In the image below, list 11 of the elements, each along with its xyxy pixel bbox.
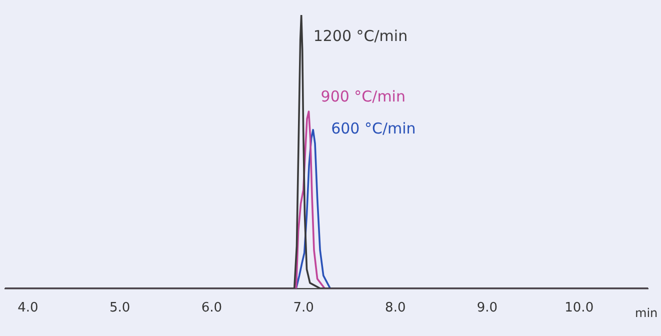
x-tick-label: 6.0 [201,300,222,316]
series-label: 1200 °C/min [313,26,408,45]
x-tick-label: 10.0 [564,300,594,316]
series-label: 600 °C/min [331,120,416,138]
x-tick-label: 4.0 [18,300,38,316]
x-tick-label: 5.0 [109,300,130,316]
x-tick-label: 9.0 [476,300,498,316]
series-label: 900 °C/min [320,87,406,106]
x-tick-label: 8.0 [385,300,406,316]
x-tick-label: 7.0 [293,300,314,316]
x-axis-title: min [635,306,658,320]
